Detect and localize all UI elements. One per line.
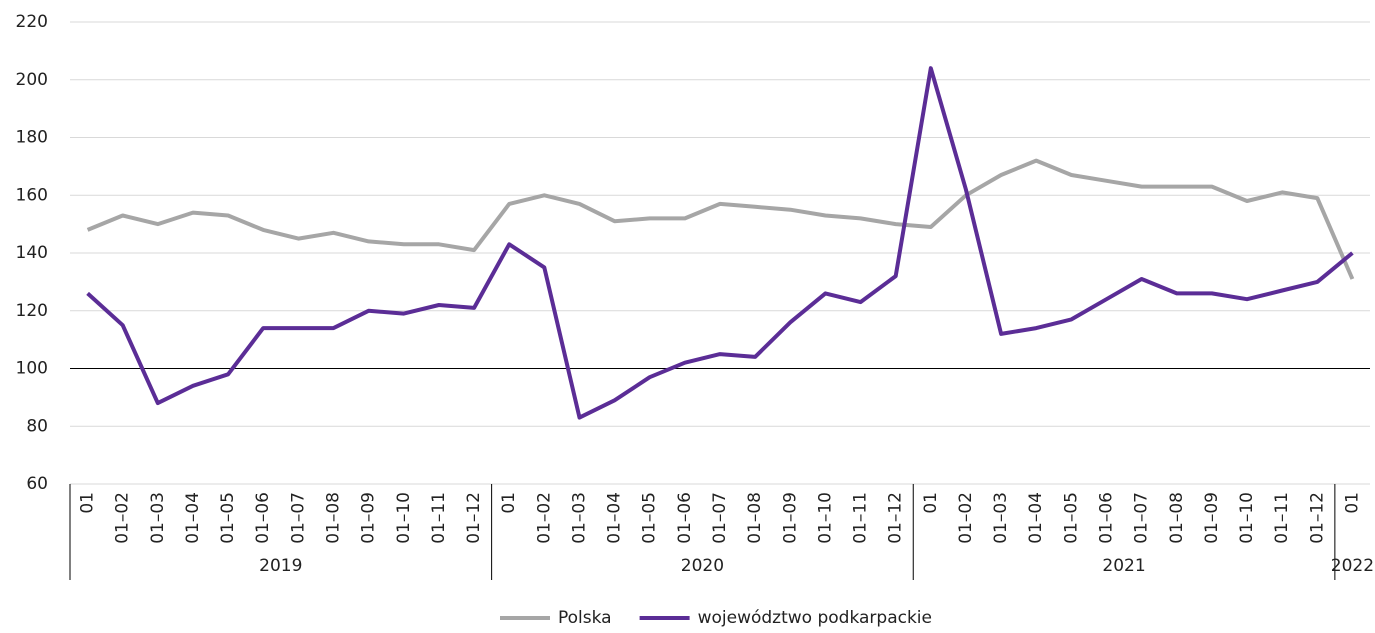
x-tick-label: 01–03 bbox=[991, 492, 1011, 544]
x-tick-label: 01–03 bbox=[569, 492, 589, 544]
y-tick-label: 80 bbox=[26, 416, 48, 436]
x-tick-label: 01–12 bbox=[1307, 492, 1327, 544]
x-tick-label: 01–05 bbox=[640, 492, 660, 544]
x-tick-label: 01–02 bbox=[113, 492, 133, 544]
x-tick-label: 01–10 bbox=[815, 492, 835, 544]
x-tick-label: 01–08 bbox=[324, 492, 344, 544]
x-tick-label: 01 bbox=[921, 492, 941, 514]
x-tick-label: 01–12 bbox=[464, 492, 484, 544]
x-tick-label: 01–11 bbox=[851, 492, 871, 544]
x-tick-label: 01–04 bbox=[605, 492, 625, 544]
legend-label: Polska bbox=[558, 608, 612, 628]
group-label: 2020 bbox=[681, 556, 724, 576]
x-tick-label: 01–10 bbox=[1237, 492, 1257, 544]
series-line bbox=[86, 66, 1354, 420]
group-label: 2021 bbox=[1102, 556, 1145, 576]
legend-label: województwo podkarpackie bbox=[698, 608, 932, 628]
y-tick-label: 200 bbox=[16, 70, 48, 90]
y-tick-label: 140 bbox=[16, 243, 48, 263]
x-tick-label: 01–09 bbox=[780, 492, 800, 544]
group-label: 2019 bbox=[259, 556, 302, 576]
x-tick-label: 01–12 bbox=[886, 492, 906, 544]
x-tick-label: 01–07 bbox=[288, 492, 308, 544]
x-tick-label: 01–05 bbox=[218, 492, 238, 544]
x-tick-label: 01–02 bbox=[534, 492, 554, 544]
series-line bbox=[86, 158, 1355, 280]
x-tick-label: 01–06 bbox=[253, 492, 273, 544]
y-tick-label: 180 bbox=[16, 128, 48, 148]
x-tick-label: 01–07 bbox=[1132, 492, 1152, 544]
x-tick-label: 01–04 bbox=[183, 492, 203, 544]
x-tick-label: 01–04 bbox=[1026, 492, 1046, 544]
x-tick-label: 01–02 bbox=[956, 492, 976, 544]
y-tick-label: 120 bbox=[16, 301, 48, 321]
x-tick-label: 01–11 bbox=[1272, 492, 1292, 544]
x-tick-label: 01 bbox=[78, 492, 98, 514]
y-tick-label: 220 bbox=[16, 12, 48, 32]
x-tick-label: 01–10 bbox=[394, 492, 414, 544]
x-tick-label: 01–06 bbox=[675, 492, 695, 544]
x-tick-label: 01–03 bbox=[148, 492, 168, 544]
y-tick-label: 60 bbox=[26, 474, 48, 494]
x-tick-label: 01–09 bbox=[359, 492, 379, 544]
y-tick-label: 160 bbox=[16, 185, 48, 205]
x-tick-label: 01–07 bbox=[710, 492, 730, 544]
group-label: 2022 bbox=[1331, 556, 1374, 576]
x-tick-label: 01–09 bbox=[1202, 492, 1222, 544]
x-tick-label: 01–08 bbox=[1167, 492, 1187, 544]
x-tick-label: 01–05 bbox=[1061, 492, 1081, 544]
x-tick-label: 01–11 bbox=[429, 492, 449, 544]
y-tick-label: 100 bbox=[16, 359, 48, 379]
x-tick-label: 01 bbox=[1342, 492, 1362, 514]
x-tick-label: 01–06 bbox=[1096, 492, 1116, 544]
x-tick-label: 01 bbox=[499, 492, 519, 514]
x-tick-label: 01–08 bbox=[745, 492, 765, 544]
